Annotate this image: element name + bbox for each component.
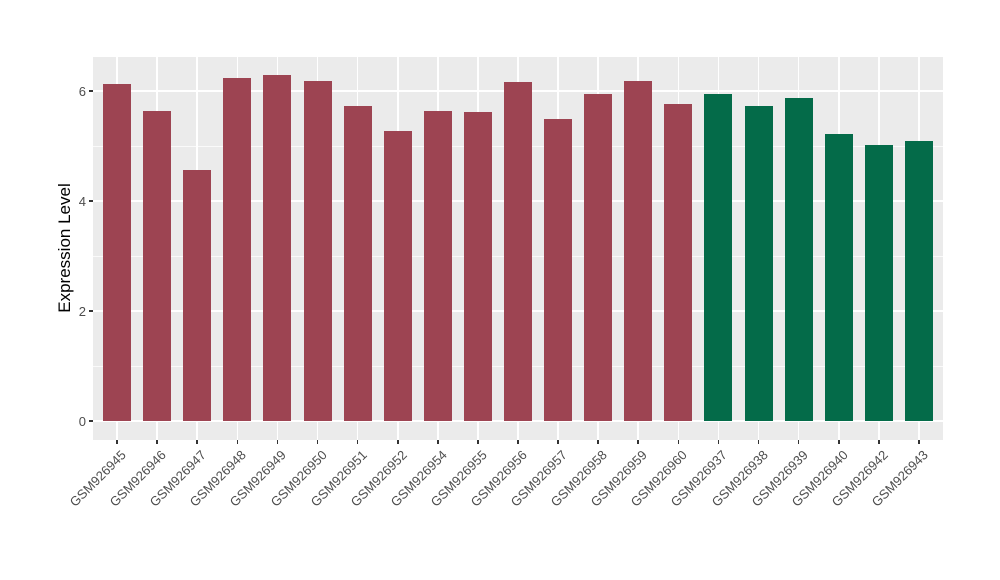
x-axis-tick xyxy=(156,440,158,444)
bar-GSM926947 xyxy=(183,169,212,421)
x-axis-tick xyxy=(276,440,279,444)
bar-GSM926959 xyxy=(624,81,653,421)
bar-GSM926946 xyxy=(143,110,172,421)
x-axis-tick xyxy=(717,440,720,444)
bar-GSM926950 xyxy=(303,81,332,421)
x-axis-tick xyxy=(837,440,840,444)
y-tick-label: 0 xyxy=(78,413,86,429)
x-axis-tick xyxy=(878,440,880,444)
x-axis-tick xyxy=(757,440,760,444)
x-axis-tick xyxy=(918,440,920,444)
x-axis-tick xyxy=(677,440,680,444)
y-axis-tick xyxy=(89,310,93,312)
x-axis-tick xyxy=(637,440,640,444)
x-axis-tick xyxy=(196,440,199,444)
x-axis-tick xyxy=(396,440,399,444)
y-tick-label: 2 xyxy=(78,303,86,319)
bar-GSM926938 xyxy=(744,105,773,421)
x-axis-tick xyxy=(797,440,800,444)
x-axis-tick xyxy=(597,440,599,444)
x-axis-tick xyxy=(517,440,519,444)
bar-GSM926955 xyxy=(463,112,492,421)
bar-GSM926937 xyxy=(704,93,733,421)
bar-GSM926958 xyxy=(584,93,613,421)
bar-GSM926957 xyxy=(544,118,573,421)
bar-GSM926942 xyxy=(864,144,893,421)
y-axis-tick xyxy=(89,90,93,92)
bar-GSM926949 xyxy=(263,74,292,421)
bar-GSM926945 xyxy=(103,83,132,421)
x-axis-tick xyxy=(437,440,439,444)
bar-GSM926948 xyxy=(223,78,252,421)
x-axis-tick xyxy=(116,440,118,444)
y-axis-tick xyxy=(89,200,93,202)
bar-GSM926956 xyxy=(504,81,532,421)
bar-GSM926939 xyxy=(784,97,813,421)
x-axis-tick xyxy=(356,440,359,444)
x-axis-tick xyxy=(236,440,239,444)
bar-GSM926951 xyxy=(343,106,372,421)
y-axis-tick xyxy=(89,420,93,422)
y-tick-label: 6 xyxy=(78,83,86,99)
x-axis-tick xyxy=(316,440,319,444)
bar-GSM926952 xyxy=(383,130,412,421)
bar-GSM926960 xyxy=(664,103,693,421)
x-axis-tick xyxy=(477,440,479,444)
x-axis-tick xyxy=(557,440,559,444)
bar-GSM926954 xyxy=(423,111,452,421)
bar-GSM926943 xyxy=(904,141,933,421)
plot-panel xyxy=(93,57,943,440)
bar-GSM926940 xyxy=(824,133,853,421)
y-tick-label: 4 xyxy=(78,193,86,209)
